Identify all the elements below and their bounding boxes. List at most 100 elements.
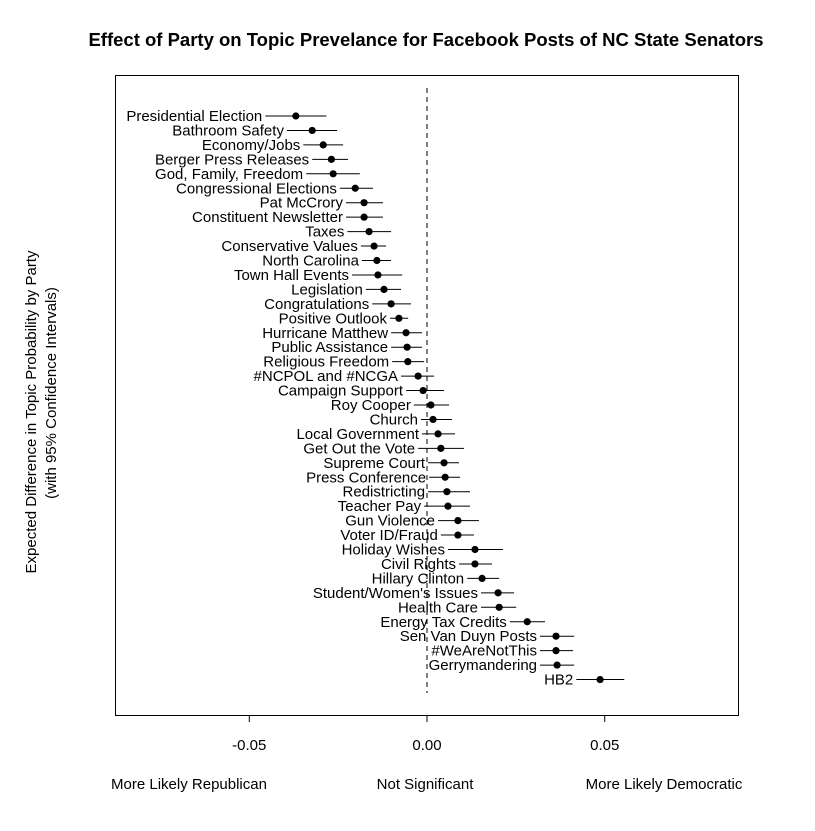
topic-row: Congressional Elections: [176, 180, 373, 197]
x-axis: -0.05 0.00 0.05: [232, 715, 619, 754]
topic-label: Holiday Wishes: [342, 542, 445, 559]
topic-row: Roy Cooper: [331, 397, 450, 414]
topic-row: Hillary Clinton: [372, 570, 500, 587]
topic-row: Presidential Election: [126, 108, 327, 125]
point-estimate: [494, 589, 502, 597]
topic-label: Positive Outlook: [279, 310, 388, 327]
topic-row: Health Care: [398, 599, 517, 616]
point-estimate: [596, 675, 604, 684]
topic-label: Conservative Values: [221, 238, 357, 255]
point-estimate: [454, 531, 462, 539]
topic-label: Health Care: [398, 599, 478, 616]
topic-label: Congressional Elections: [176, 180, 337, 197]
point-estimate: [404, 358, 412, 366]
topic-label: Campaign Support: [278, 383, 404, 400]
point-estimate: [329, 170, 337, 178]
topic-row: Congratulations: [264, 296, 412, 313]
topic-label: Taxes: [305, 224, 344, 241]
topic-label: Civil Rights: [381, 556, 456, 573]
point-estimate: [327, 155, 335, 163]
point-estimate: [419, 386, 427, 395]
point-estimate: [360, 199, 368, 207]
point-estimate: [437, 444, 445, 452]
topic-label: Constituent Newsletter: [192, 209, 343, 226]
point-estimate: [495, 603, 503, 611]
point-estimate: [434, 430, 442, 438]
label-more-likely-republican: More Likely Republican: [111, 776, 267, 793]
point-estimate: [402, 329, 410, 337]
topic-row: Get Out the Vote: [303, 440, 464, 457]
point-estimate: [387, 300, 395, 308]
topic-row: Student/Women's Issues: [313, 585, 515, 602]
topic-row: Positive Outlook: [279, 310, 409, 327]
point-estimate: [443, 488, 451, 496]
topic-row: #NCPOL and #NCGA: [254, 368, 435, 385]
topic-label: Pat McCrory: [260, 195, 344, 212]
y-axis-title: Expected Difference in Topic Probability…: [23, 250, 60, 573]
point-estimate: [360, 213, 368, 221]
point-estimate: [523, 618, 531, 626]
topic-label: Berger Press Releases: [155, 151, 309, 168]
topic-label: Public Assistance: [271, 339, 388, 356]
topic-label: Church: [370, 411, 418, 428]
topic-row: Teacher Pay: [338, 498, 471, 515]
point-estimate: [374, 271, 382, 279]
point-estimate: [380, 285, 388, 293]
y-axis-sublabel: (with 95% Confidence Intervals): [43, 287, 60, 499]
point-estimate: [365, 228, 373, 236]
topic-row: Church: [370, 411, 452, 428]
topic-label: Get Out the Vote: [303, 440, 415, 457]
topic-label: Economy/Jobs: [202, 137, 300, 154]
label-more-likely-democratic: More Likely Democratic: [586, 776, 743, 793]
topic-row: Public Assistance: [271, 339, 423, 356]
topic-label: Town Hall Events: [234, 267, 349, 284]
topic-row: Constituent Newsletter: [192, 209, 383, 226]
topic-label: #NCPOL and #NCGA: [254, 368, 399, 385]
topic-row: Religious Freedom: [263, 354, 425, 371]
point-estimate: [373, 256, 381, 265]
point-estimate: [454, 517, 462, 525]
topic-row: Local Government: [296, 426, 456, 443]
topic-row: Campaign Support: [278, 383, 445, 400]
topic-row: Supreme Court: [323, 455, 459, 472]
topic-row: Taxes: [305, 224, 392, 241]
topic-row: Sen Van Duyn Posts: [400, 628, 575, 645]
x-tick-label: 0.05: [590, 737, 619, 754]
topic-row: Holiday Wishes: [342, 542, 504, 559]
y-axis-label: Expected Difference in Topic Probability…: [23, 250, 40, 573]
point-estimate: [553, 661, 561, 669]
point-estimate: [427, 401, 435, 409]
topic-label: Bathroom Safety: [172, 122, 284, 139]
topic-row: Press Conference: [306, 469, 461, 486]
point-estimate: [440, 459, 448, 467]
point-estimate: [395, 314, 403, 322]
topic-label: Gerrymandering: [429, 657, 537, 674]
topic-row: Hurricane Matthew: [262, 325, 423, 342]
point-estimate: [319, 141, 327, 149]
topic-row: Economy/Jobs: [202, 137, 344, 154]
topic-label: Hurricane Matthew: [262, 325, 388, 342]
topic-row: Bathroom Safety: [172, 122, 338, 139]
topic-label: Religious Freedom: [263, 354, 389, 371]
point-estimate: [370, 242, 378, 250]
topic-label: Hillary Clinton: [372, 570, 465, 587]
topic-row: Conservative Values: [221, 238, 387, 255]
topic-label: Student/Women's Issues: [313, 585, 478, 602]
topic-label: HB2: [544, 672, 573, 689]
topic-row: #WeAreNotThis: [431, 643, 574, 660]
topic-label: Supreme Court: [323, 455, 426, 472]
point-estimate: [552, 647, 560, 655]
topic-row: North Carolina: [262, 253, 392, 270]
topic-label: #WeAreNotThis: [431, 643, 537, 660]
point-estimate: [478, 574, 486, 583]
point-estimate: [441, 473, 449, 481]
topic-label: Roy Cooper: [331, 397, 411, 414]
topic-label: Press Conference: [306, 469, 426, 486]
point-estimate: [414, 372, 422, 380]
point-estimate: [471, 545, 479, 554]
topic-label: Legislation: [291, 281, 363, 298]
point-estimate: [308, 126, 316, 135]
topic-label: God, Family, Freedom: [155, 166, 303, 183]
topic-row: Redistricting: [343, 484, 471, 501]
